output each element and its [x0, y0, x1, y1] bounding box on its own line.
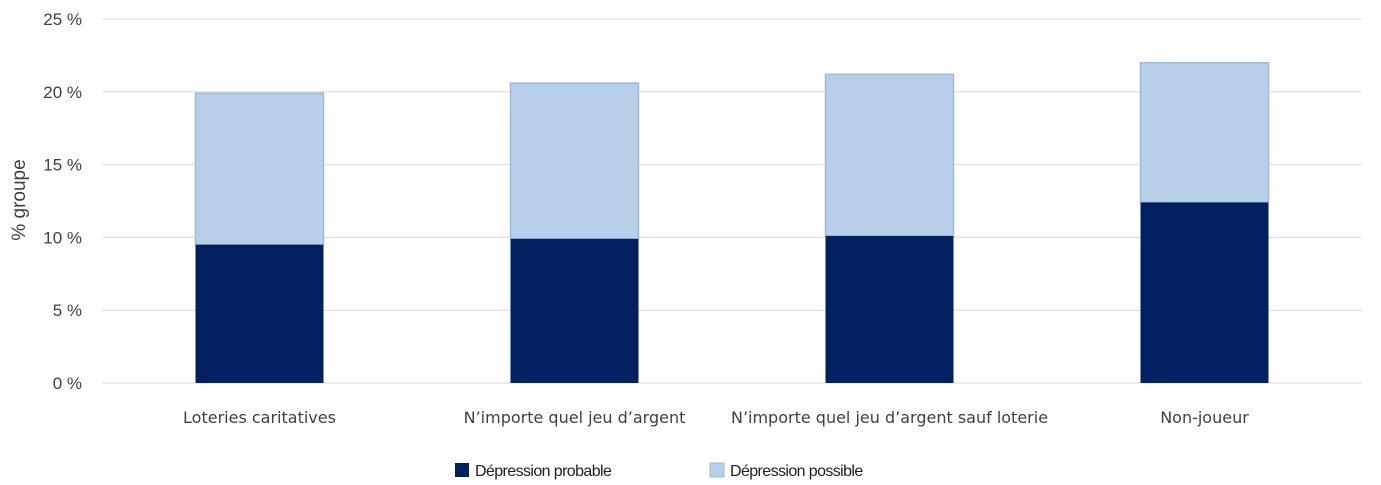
- bar-probable: [1140, 202, 1269, 383]
- y-axis-title: % groupe: [9, 159, 30, 240]
- bars: [194, 61, 1270, 383]
- x-tick-label: N’importe quel jeu d’argent: [464, 408, 686, 427]
- bar-probable: [510, 238, 639, 383]
- x-axis-labels: Loteries caritatives N’importe quel jeu d…: [183, 408, 1249, 427]
- bar-probable: [195, 244, 324, 383]
- x-tick-label: Loteries caritatives: [183, 408, 336, 427]
- bar-possible: [509, 82, 640, 240]
- y-tick-label: 20 %: [43, 83, 82, 102]
- legend-label: Dépression probable: [475, 463, 612, 480]
- legend-item-probable: Dépression probable: [455, 463, 613, 480]
- y-tick-label: 15 %: [43, 156, 82, 175]
- bar-possible: [194, 92, 325, 246]
- y-tick-label: 5 %: [53, 301, 82, 320]
- bar-possible: [1139, 61, 1270, 204]
- x-tick-label: Non-joueur: [1160, 408, 1249, 427]
- y-tick-label: 10 %: [43, 228, 82, 247]
- legend-swatch: [455, 463, 469, 477]
- y-axis-ticks: 0 % 5 % 10 % 15 % 20 % 25 %: [43, 10, 82, 393]
- bar-probable: [825, 235, 954, 383]
- legend-swatch: [709, 462, 725, 478]
- y-tick-label: 25 %: [43, 10, 82, 29]
- legend-item-possible: Dépression possible: [709, 462, 864, 480]
- y-tick-label: 0 %: [53, 374, 82, 393]
- bar-possible: [824, 73, 955, 237]
- legend-label: Dépression possible: [730, 463, 863, 480]
- legend: Dépression probable Dépression possible: [455, 462, 864, 480]
- x-tick-label: N’importe quel jeu d’argent sauf loterie: [731, 408, 1048, 427]
